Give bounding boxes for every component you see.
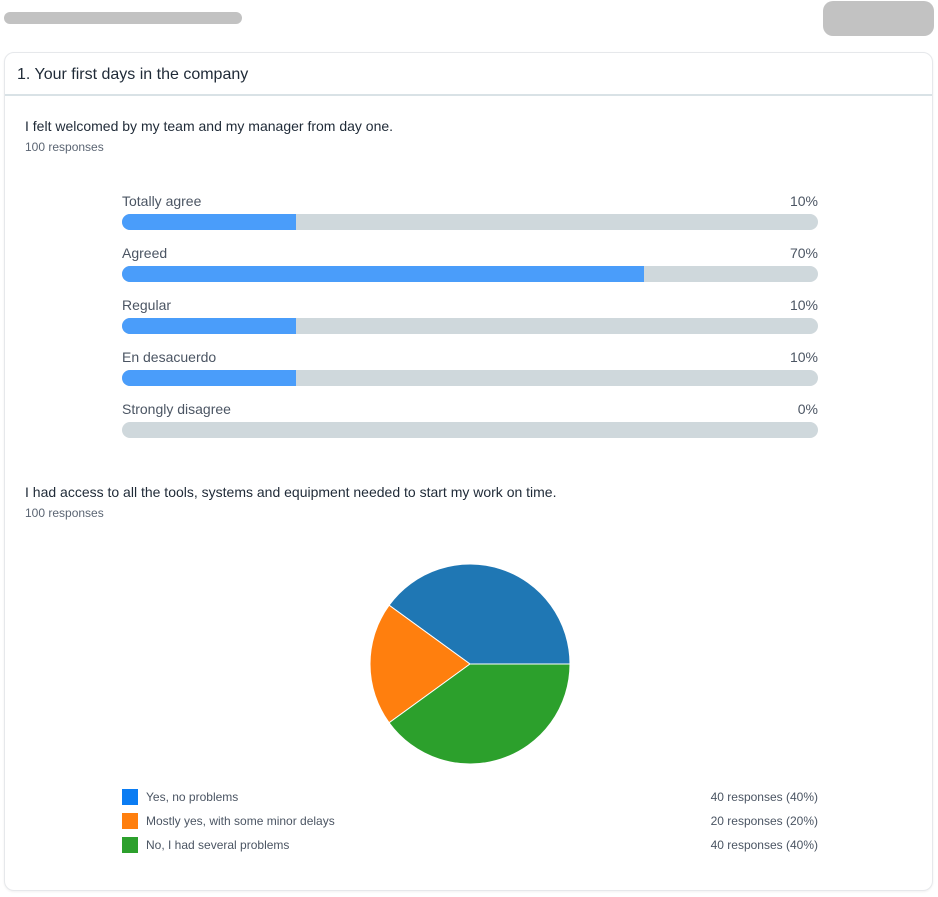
bar-label: Agreed [122, 245, 168, 261]
bar-track [122, 422, 818, 438]
legend-label: No, I had several problems [146, 838, 290, 852]
question-2-title: I had access to all the tools, systems a… [25, 484, 557, 500]
question-1-response-count: 100 responses [25, 140, 104, 154]
pie-slice [388, 663, 571, 765]
bar-value-label: 10% [789, 349, 818, 365]
bar-row: Regular 10% [122, 295, 818, 347]
bar-track [122, 370, 818, 386]
pie-slice [388, 563, 571, 665]
bar-label: Strongly disagree [122, 401, 231, 417]
bar-value-label: 10% [789, 297, 818, 313]
bar-label: Regular [122, 297, 172, 313]
bar-value-label: 0% [797, 401, 818, 417]
bar-row: Strongly disagree 0% [122, 399, 818, 451]
legend-count: 40 responses (40%) [710, 790, 818, 804]
bar-track [122, 214, 818, 230]
bar-fill [122, 318, 296, 334]
legend-label: Yes, no problems [146, 790, 239, 804]
legend-item: Mostly yes, with some minor delays 20 res… [122, 813, 818, 837]
bar-label: Totally agree [122, 193, 202, 209]
bar-row: Totally agree 10% [122, 191, 818, 243]
question-1-header: I felt welcomed by my team and my manage… [25, 118, 393, 154]
legend-swatch [122, 813, 138, 829]
bar-value-label: 70% [789, 245, 818, 261]
question-2-pie-chart [369, 563, 571, 770]
section-title: 1. Your first days in the company [5, 53, 932, 96]
legend-count: 40 responses (40%) [710, 838, 818, 852]
question-2-legend: Yes, no problems 40 responses (40%) Mostly… [122, 789, 818, 861]
bar-fill [122, 214, 296, 230]
bar-fill [122, 266, 644, 282]
pie-slice [369, 604, 471, 724]
bar-row: En desacuerdo 10% [122, 347, 818, 399]
question-2-header: I had access to all the tools, systems a… [25, 484, 557, 520]
legend-item: Yes, no problems 40 responses (40%) [122, 789, 818, 813]
legend-count: 20 responses (20%) [710, 814, 818, 828]
legend-label: Mostly yes, with some minor delays [146, 814, 335, 828]
bar-track [122, 266, 818, 282]
action-button[interactable] [823, 1, 934, 36]
legend-item: No, I had several problems 40 responses (… [122, 837, 818, 861]
bar-row: Agreed 70% [122, 243, 818, 295]
bar-label: En desacuerdo [122, 349, 217, 365]
survey-section-card: 1. Your first days in the company I felt… [4, 52, 933, 891]
legend-swatch [122, 789, 138, 805]
question-2-response-count: 100 responses [25, 506, 104, 520]
legend-swatch [122, 837, 138, 853]
question-1-title: I felt welcomed by my team and my manage… [25, 118, 394, 134]
bar-fill [122, 370, 296, 386]
bar-track [122, 318, 818, 334]
question-1-bar-chart: Totally agree 10% Agreed 70% Regular 10% En de… [122, 191, 818, 451]
title-placeholder [4, 12, 242, 24]
bar-value-label: 10% [789, 193, 818, 209]
